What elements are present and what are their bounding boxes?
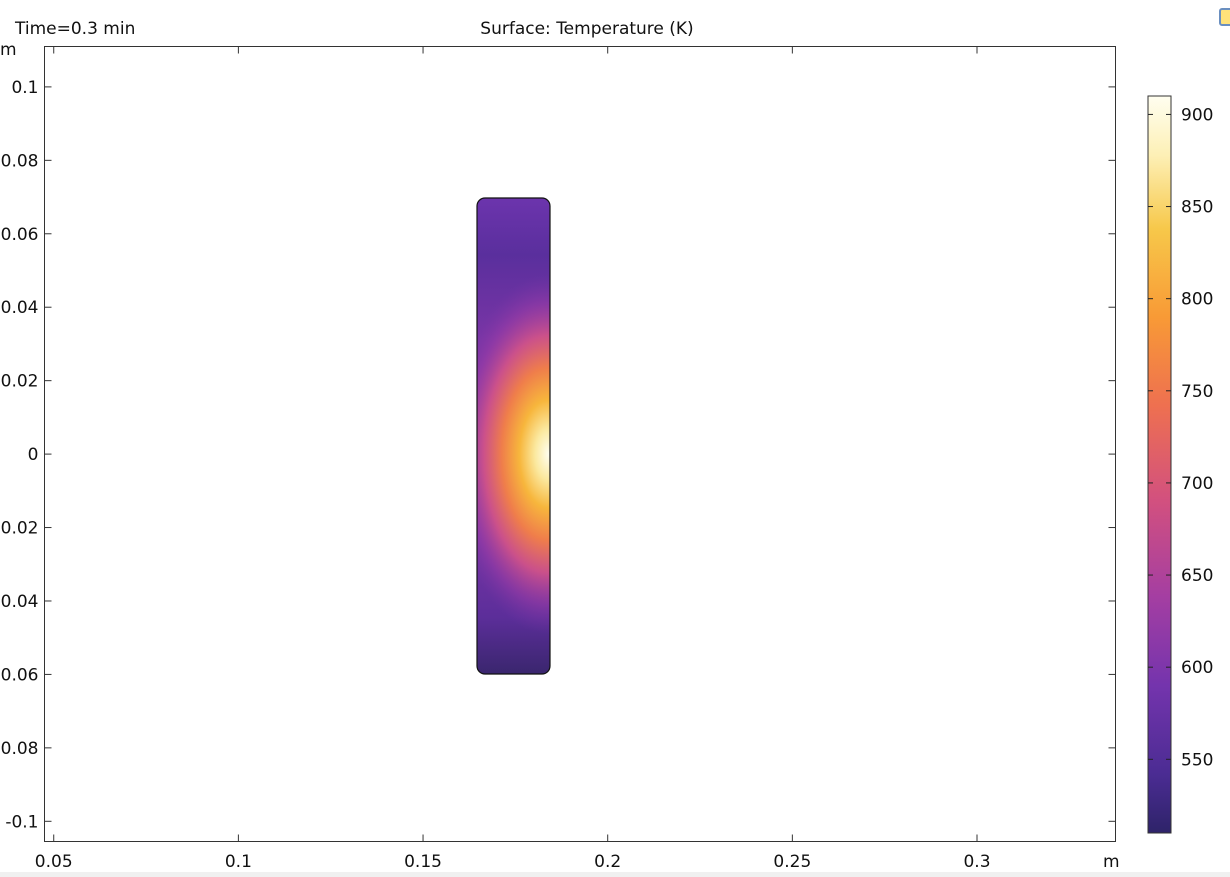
y-tick-label: 0.04 [1, 298, 39, 318]
y-axis-ticks: 0.1 0.08 0.06 0.04 0.02 0 -0.02 -0.04 -0.06 -0.08… [0, 78, 1116, 832]
colorbar-tick-label: 700 [1181, 474, 1213, 494]
window-restore-icon[interactable] [1219, 8, 1230, 26]
x-tick-label: 0.25 [773, 852, 811, 872]
colorbar-tick-label: 550 [1181, 750, 1213, 770]
x-tick-label: 0.15 [404, 852, 442, 872]
y-tick-label: 0.02 [1, 372, 39, 392]
x-axis-unit-label: m [1103, 852, 1120, 872]
colorbar-tick-label: 750 [1181, 382, 1213, 402]
y-tick-label: -0.02 [0, 519, 39, 539]
x-tick-label: 0.05 [35, 852, 73, 872]
domain-outline [476, 197, 551, 675]
y-tick-label: 0 [28, 445, 39, 465]
colorbar-ticks: 900 850 800 750 700 650 600 550 [1148, 105, 1213, 770]
colorbar-tick-label: 650 [1181, 566, 1213, 586]
time-label: Time=0.3 min [14, 19, 135, 39]
y-tick-label: -0.04 [0, 592, 39, 612]
temperature-domain[interactable] [476, 197, 551, 675]
status-strip [0, 872, 1230, 877]
x-tick-label: 0.2 [594, 852, 621, 872]
x-axis-ticks: 0.05 0.1 0.15 0.2 0.25 0.3 [35, 46, 991, 872]
y-tick-label: -0.08 [0, 739, 39, 759]
y-tick-label: -0.06 [0, 665, 39, 685]
y-tick-label: 0.06 [1, 225, 39, 245]
y-tick-label: 0.1 [11, 78, 38, 98]
y-tick-label: -0.1 [5, 812, 38, 832]
x-tick-label: 0.3 [963, 852, 990, 872]
domain-hot-spot [477, 198, 550, 674]
colorbar-tick-label: 850 [1181, 198, 1213, 218]
x-tick-label: 0.1 [225, 852, 252, 872]
colorbar: 900 850 800 750 700 650 600 550 [1147, 95, 1213, 834]
colorbar-tick-label: 800 [1181, 290, 1213, 310]
y-tick-label: 0.08 [1, 151, 39, 171]
plot-title: Surface: Temperature (K) [480, 19, 693, 39]
colorbar-gradient [1147, 95, 1172, 834]
colorbar-tick-label: 600 [1181, 658, 1213, 678]
y-axis-unit-label: m [0, 40, 17, 60]
colorbar-tick-label: 900 [1181, 105, 1213, 125]
plot-area-frame [44, 46, 1116, 842]
